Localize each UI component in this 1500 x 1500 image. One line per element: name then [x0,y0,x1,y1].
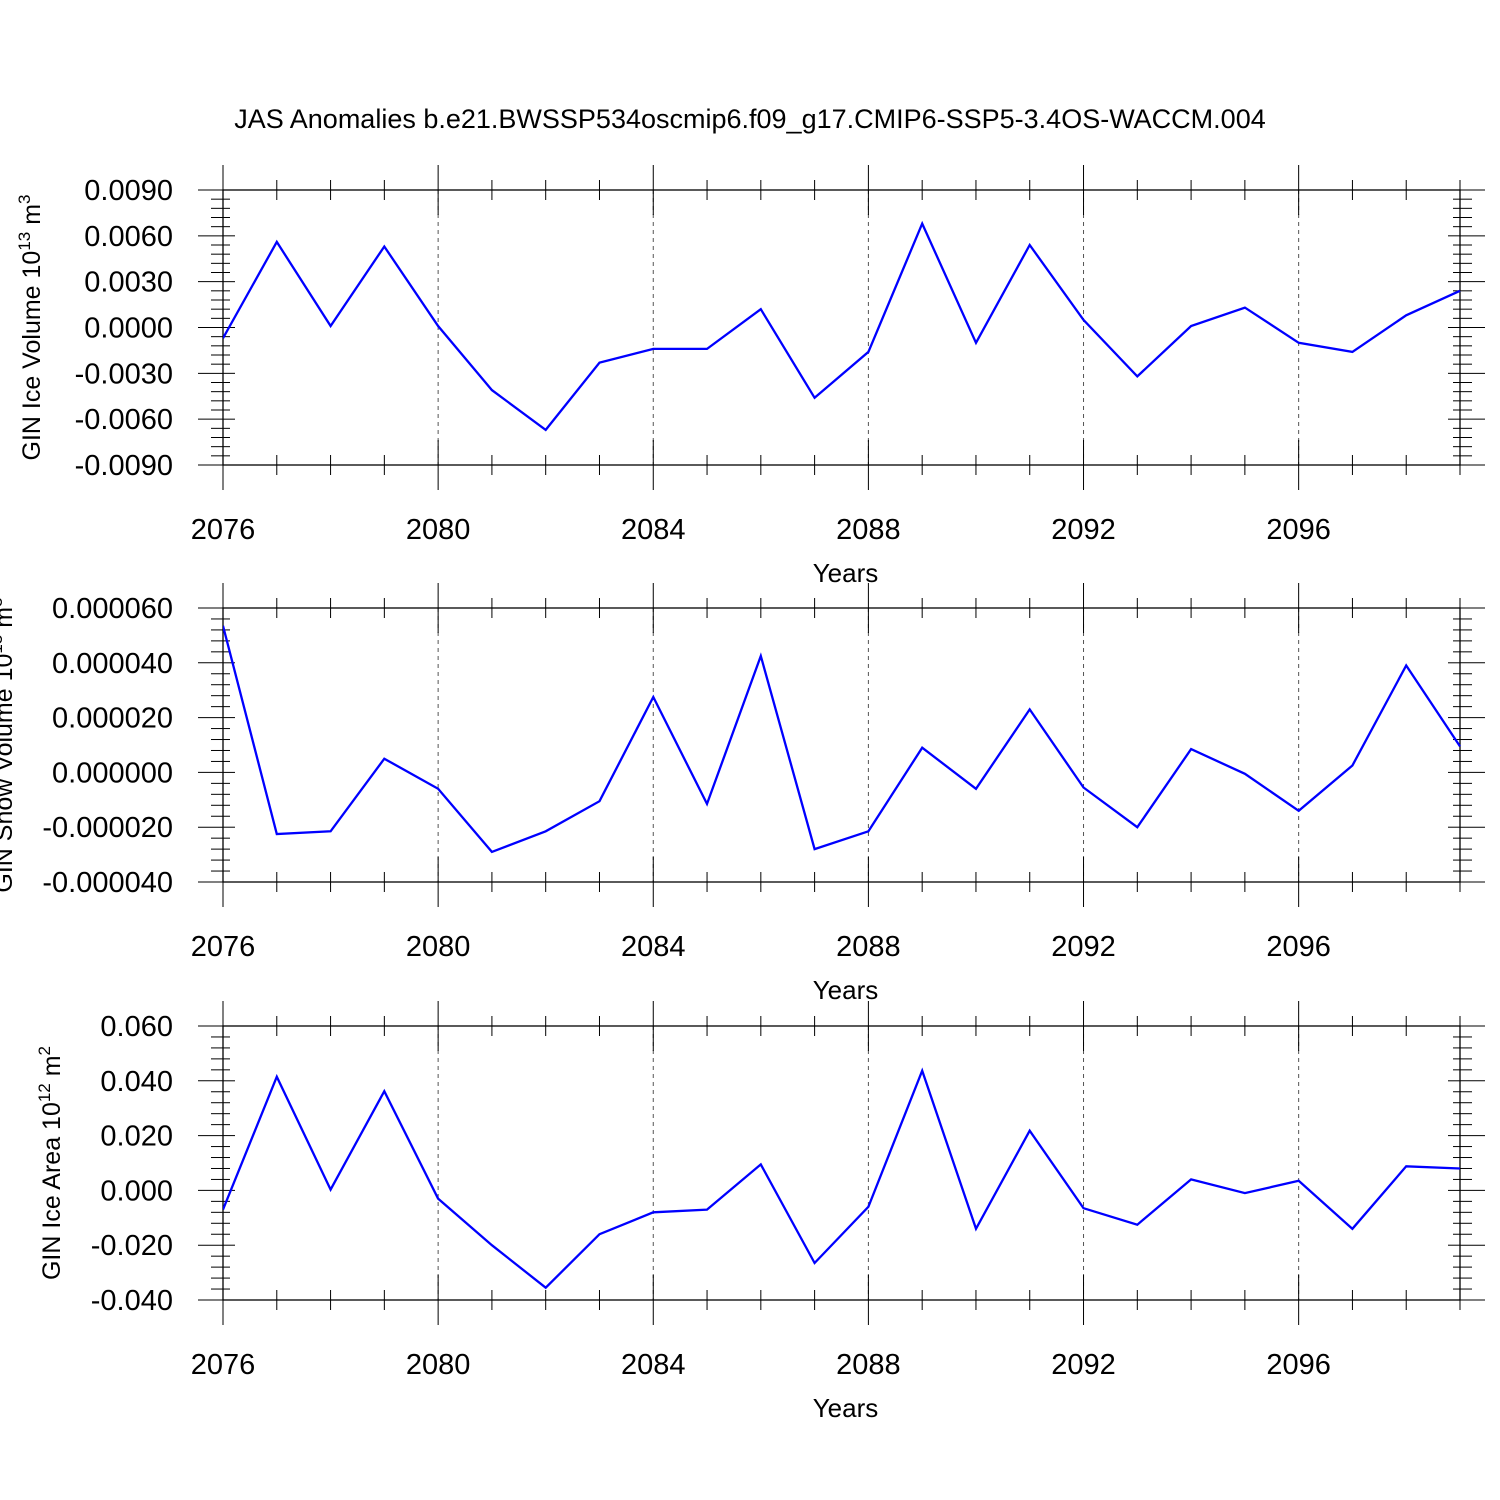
y-axis-label-exponent: 13 [15,232,34,251]
y-tick-label: 0.000060 [52,593,173,625]
y-axis-label-unit-exponent: 3 [0,597,6,606]
y-axis-label-unit: m [0,607,18,635]
x-tick-label: 2080 [406,1349,471,1381]
y-tick-label: 0.040 [100,1066,173,1098]
y-tick-label: 0.0000 [84,313,173,345]
x-tick-label: 2088 [836,514,901,546]
y-axis-label: GIN Ice Volume 1013 m3 [15,195,46,461]
x-tick-label: 2076 [191,1349,256,1381]
y-axis-label: GIN Snow Volume 1013 m3 [0,597,18,892]
y-tick-label: 0.0060 [84,221,173,253]
figure-title: JAS Anomalies b.e21.BWSSP534oscmip6.f09_… [234,104,1265,134]
y-axis-label-unit-exponent: 3 [15,195,34,204]
y-tick-label: 0.000020 [52,703,173,735]
y-tick-label: -0.0060 [75,404,173,436]
x-tick-label: 2096 [1266,514,1331,546]
x-tick-label: 2088 [836,1349,901,1381]
y-tick-label: -0.0090 [75,450,173,482]
x-axis-label: Years [813,558,879,588]
y-axis-label-exponent: 13 [0,635,6,654]
x-tick-label: 2084 [621,1349,686,1381]
y-tick-label: -0.000020 [42,812,173,844]
y-axis-label-text: GIN Ice Area 10 [38,1102,66,1280]
panel-1: -0.0090 -0.0060 -0.0030 0.0000 0.0030 0.0060 0… [15,165,1485,588]
y-axis-label-unit: m [18,204,46,232]
x-tick-label: 2080 [406,931,471,963]
x-tick-label: 2084 [621,514,686,546]
y-tick-label: -0.020 [91,1230,173,1262]
y-axis-label: GIN Ice Area 1012 m2 [35,1046,66,1280]
series-line-2 [223,625,1461,854]
x-tick-label: 2096 [1266,1349,1331,1381]
y-tick-label: -0.0030 [75,358,173,390]
y-axis-label-text: GIN Ice Volume 10 [18,251,46,461]
y-tick-label: 0.000000 [52,757,173,789]
y-tick-label: 0.000 [100,1175,173,1207]
x-tick-label: 2076 [191,514,256,546]
x-tick-label: 2092 [1051,931,1116,963]
y-tick-label: -0.000040 [42,867,173,899]
x-tick-label: 2084 [621,931,686,963]
x-tick-label: 2092 [1051,1349,1116,1381]
series-line-1 [223,220,1461,432]
y-tick-label: 0.0030 [84,267,173,299]
y-tick-label: 0.020 [100,1121,173,1153]
panel-2: -0.000040 -0.000020 0.000000 0.000020 0.0000… [0,583,1485,1005]
x-tick-label: 2096 [1266,931,1331,963]
y-tick-label: 0.000040 [52,648,173,680]
x-tick-label: 2080 [406,514,471,546]
x-tick-label: 2088 [836,931,901,963]
series-line-3 [223,1067,1461,1290]
y-axis-label-unit-exponent: 2 [35,1046,54,1055]
y-axis-label-text: GIN Snow Volume 10 [0,654,18,893]
x-tick-label: 2092 [1051,514,1116,546]
y-tick-label: 0.0090 [84,175,173,207]
panel-3: -0.040 -0.020 0.000 0.020 0.040 0.060 2076 2080… [35,1001,1485,1423]
y-axis-label-unit: m [38,1055,66,1083]
x-axis-label: Years [813,975,879,1005]
x-axis-label: Years [813,1393,879,1423]
x-tick-label: 2076 [191,931,256,963]
y-axis-label-exponent: 12 [35,1083,54,1102]
plot-frame [222,1025,1461,1301]
y-tick-label: 0.060 [100,1011,173,1043]
y-tick-label: -0.040 [91,1285,173,1317]
